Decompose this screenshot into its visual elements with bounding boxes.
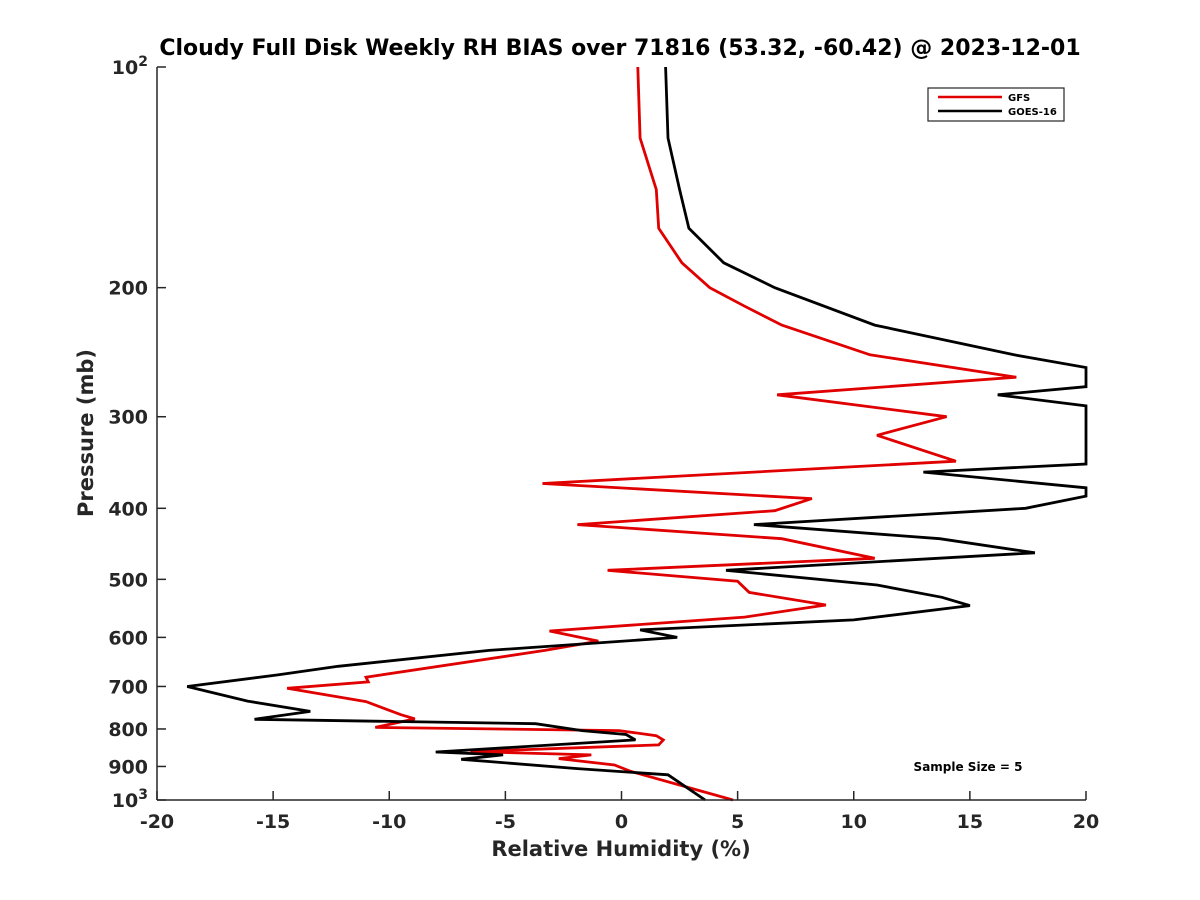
y-tick-label: 900	[108, 756, 148, 778]
y-tick-label: 102	[112, 54, 148, 79]
legend-label-gfs: GFS	[1008, 93, 1030, 104]
y-tick-label: 500	[108, 569, 148, 591]
plot-area	[157, 67, 1086, 800]
x-tick-label: 15	[957, 811, 983, 833]
y-axis-ticks: 102 200 300 400 500 600 700 800 900 103	[108, 54, 166, 812]
y-tick-label: 800	[108, 719, 148, 741]
x-tick-label: 10	[841, 811, 867, 833]
x-axis-label: Relative Humidity (%)	[491, 837, 750, 861]
series-line-goes16	[186, 66, 1088, 802]
legend-box	[927, 87, 1065, 122]
x-axis-ticks: -20 -15 -10 -5 0 5 10 15 20	[140, 791, 1099, 833]
y-axis-label: Pressure (mb)	[74, 349, 98, 517]
legend: GFS GOES-16	[927, 87, 1065, 122]
y-tick-label: 200	[108, 278, 148, 300]
legend-label-goes16: GOES-16	[1008, 107, 1057, 118]
series-line-gfs	[286, 66, 1017, 802]
x-tick-label: 0	[615, 811, 628, 833]
sample-size-annotation: Sample Size = 5	[914, 760, 1023, 774]
series-layer	[186, 66, 1088, 802]
x-tick-label: -20	[140, 811, 174, 833]
x-tick-label: -5	[495, 811, 516, 833]
x-tick-label: -10	[372, 811, 406, 833]
x-tick-label: 20	[1073, 811, 1099, 833]
y-tick-label: 600	[108, 627, 148, 649]
chart-title: Cloudy Full Disk Weekly RH BIAS over 718…	[159, 36, 1080, 61]
y-tick-label: 103	[112, 787, 148, 812]
y-tick-label: 400	[108, 498, 148, 520]
y-tick-label: 700	[108, 676, 148, 698]
y-tick-label: 300	[108, 407, 148, 429]
x-tick-label: 5	[731, 811, 744, 833]
x-tick-label: -15	[256, 811, 290, 833]
